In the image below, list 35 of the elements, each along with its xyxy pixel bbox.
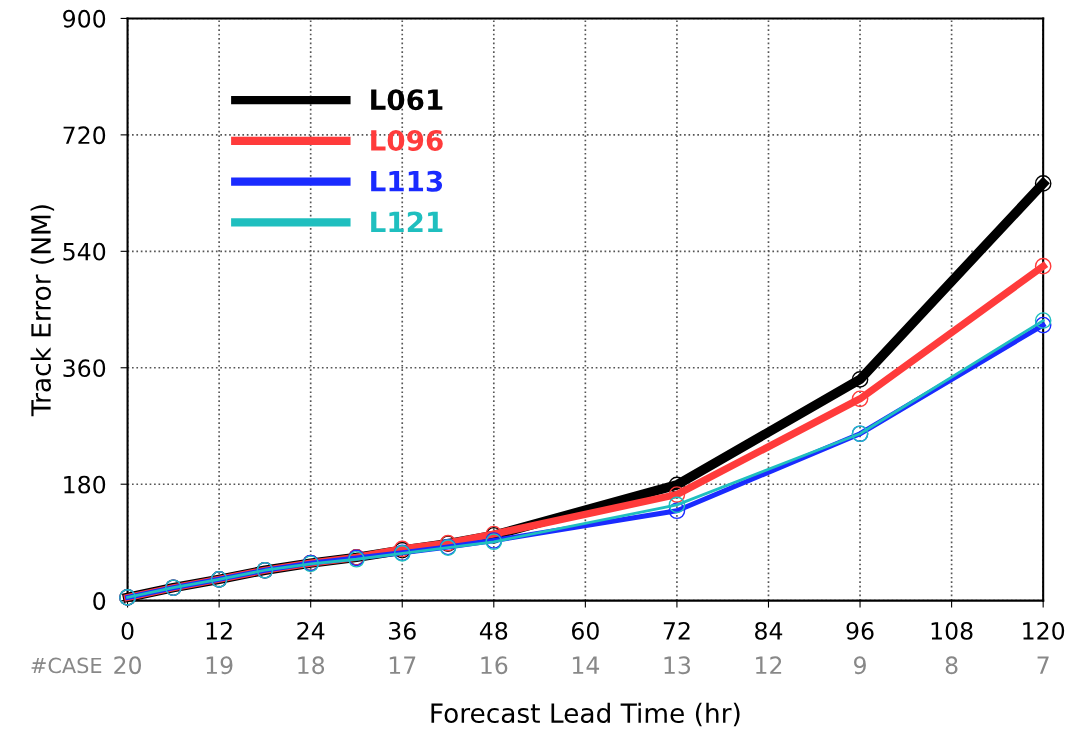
x-tick-label: 0 bbox=[121, 621, 134, 640]
y-tick-label: 0 bbox=[93, 592, 106, 610]
x-tick-label: 72 bbox=[663, 621, 690, 640]
legend-label: L113 bbox=[371, 170, 443, 192]
text: 20 bbox=[114, 656, 142, 675]
x-tick-label: 108 bbox=[931, 621, 973, 640]
x-tick-label: 24 bbox=[297, 621, 325, 640]
text: 19 bbox=[206, 656, 233, 675]
x-tick-label: 120 bbox=[1023, 621, 1065, 640]
x-tick-label: 96 bbox=[846, 621, 874, 640]
legend-label: L121 bbox=[371, 211, 443, 233]
x-tick-label: 36 bbox=[389, 621, 416, 640]
x-tick-label: 48 bbox=[479, 621, 508, 640]
text: 14 bbox=[572, 656, 600, 674]
text: #CASE bbox=[31, 657, 102, 674]
y-tick-label: 360 bbox=[63, 359, 106, 378]
x-tick-label: 84 bbox=[755, 621, 783, 640]
y-tick-label: 540 bbox=[63, 242, 106, 261]
y-axis-title: Track Error (NM) bbox=[30, 205, 55, 417]
x-axis-title: Forecast Lead Time (hr) bbox=[431, 702, 740, 727]
legend-label: L061 bbox=[371, 89, 443, 111]
text: 8 bbox=[945, 656, 958, 675]
y-tick-label: 720 bbox=[63, 126, 106, 145]
x-tick-label: 60 bbox=[571, 621, 599, 640]
x-tick-label: 12 bbox=[206, 621, 232, 640]
text: 13 bbox=[664, 656, 691, 675]
text: 18 bbox=[298, 656, 325, 675]
y-tick-label: 180 bbox=[64, 475, 106, 494]
legend-label: L096 bbox=[371, 129, 443, 151]
text: 7 bbox=[1037, 656, 1049, 674]
text: 16 bbox=[481, 656, 508, 675]
text: 12 bbox=[756, 656, 782, 674]
text: 9 bbox=[854, 656, 866, 675]
text: 17 bbox=[389, 656, 416, 674]
y-tick-label: 900 bbox=[63, 9, 106, 28]
